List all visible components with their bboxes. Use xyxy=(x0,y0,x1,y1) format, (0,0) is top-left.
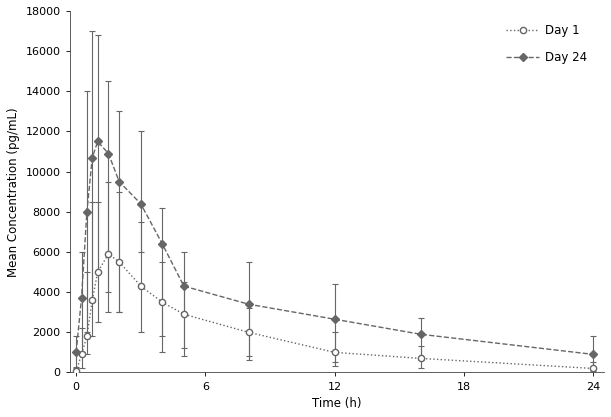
X-axis label: Time (h): Time (h) xyxy=(312,397,362,410)
Legend: Day 1, Day 24: Day 1, Day 24 xyxy=(507,24,587,64)
Y-axis label: Mean Concentration (pg/mL): Mean Concentration (pg/mL) xyxy=(7,107,20,276)
